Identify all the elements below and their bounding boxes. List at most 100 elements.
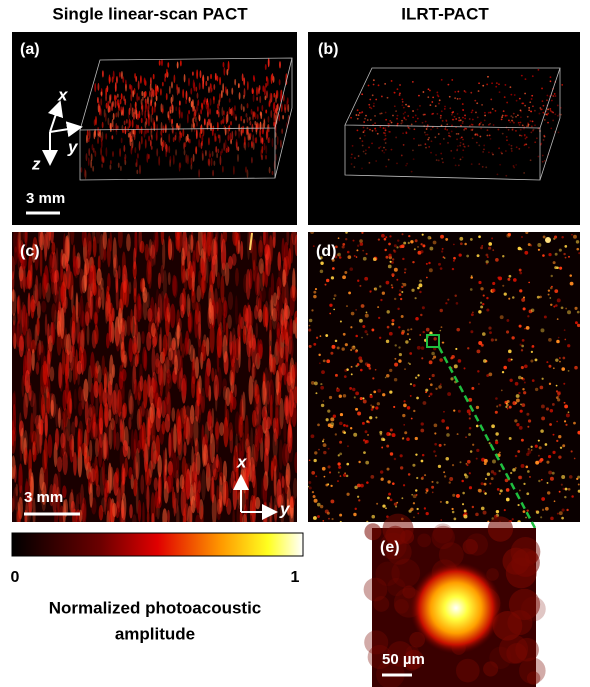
speckle <box>206 257 209 283</box>
speckle <box>511 148 513 150</box>
speckle <box>509 121 511 123</box>
speckle <box>328 423 332 427</box>
speckle <box>316 337 318 339</box>
speckle <box>262 381 267 406</box>
speckle <box>110 164 112 169</box>
speckle <box>373 84 375 86</box>
speckle <box>133 129 135 134</box>
speckle <box>115 467 119 483</box>
speckle <box>141 99 143 105</box>
speckle <box>320 383 322 385</box>
speckle <box>493 472 496 475</box>
speckle <box>462 492 465 495</box>
speckle <box>199 82 201 90</box>
speckle <box>547 482 549 484</box>
speckle <box>431 140 433 142</box>
speckle <box>213 84 215 90</box>
speckle <box>243 142 245 148</box>
speckle <box>440 153 442 155</box>
speckle <box>555 253 558 256</box>
speckle <box>565 488 568 491</box>
speckle <box>399 245 402 248</box>
speckle <box>460 242 463 245</box>
axis-label: x <box>236 452 248 471</box>
speckle <box>320 270 323 273</box>
speckle <box>336 388 340 392</box>
speckle <box>550 304 552 306</box>
speckle <box>527 116 529 118</box>
speckle <box>215 301 219 314</box>
speckle <box>387 310 390 313</box>
speckle <box>540 328 544 332</box>
speckle <box>430 247 434 251</box>
speckle <box>215 146 217 153</box>
speckle <box>554 93 556 95</box>
speckle <box>430 383 433 386</box>
speckle <box>413 138 415 140</box>
speckle <box>214 133 216 142</box>
speckle <box>559 267 562 270</box>
speckle <box>121 106 123 112</box>
speckle <box>181 247 185 265</box>
speckle <box>375 99 377 101</box>
speckle <box>424 507 426 509</box>
speckle <box>23 227 27 243</box>
speckle <box>524 364 528 368</box>
speckle <box>136 293 141 322</box>
speckle <box>202 80 204 90</box>
speckle <box>232 397 237 410</box>
speckle <box>422 244 425 247</box>
speckle <box>261 105 263 111</box>
speckle <box>234 105 236 111</box>
speckle <box>488 112 490 114</box>
speckle <box>89 483 92 508</box>
speckle <box>124 126 126 134</box>
speckle <box>107 101 109 108</box>
speckle <box>313 245 315 247</box>
speckle <box>223 252 226 271</box>
speckle <box>74 453 77 476</box>
speckle <box>375 416 377 418</box>
speckle <box>491 237 493 239</box>
speckle <box>132 139 134 148</box>
speckle <box>463 145 465 147</box>
speckle <box>264 501 268 529</box>
speckle <box>520 110 522 112</box>
speckle <box>410 240 413 243</box>
speckle <box>115 113 117 118</box>
speckle <box>192 117 194 123</box>
speckle <box>78 402 82 416</box>
speckle <box>538 156 540 158</box>
speckle <box>526 136 528 138</box>
speckle <box>373 79 375 81</box>
speckle <box>131 129 133 139</box>
speckle <box>262 271 265 287</box>
speckle <box>472 119 474 121</box>
speckle <box>487 521 489 523</box>
speckle <box>150 113 152 122</box>
speckle <box>179 162 181 168</box>
speckle <box>506 139 508 141</box>
speckle <box>488 247 491 250</box>
speckle <box>331 276 334 279</box>
speckle <box>379 431 382 434</box>
speckle <box>429 360 433 364</box>
speckle <box>102 70 104 77</box>
speckle <box>459 237 463 241</box>
speckle <box>121 466 125 497</box>
speckle <box>120 282 124 310</box>
speckle <box>103 249 106 261</box>
speckle <box>516 146 518 148</box>
speckle <box>167 510 170 524</box>
speckle <box>377 402 380 405</box>
speckle <box>223 116 225 124</box>
speckle <box>318 354 320 356</box>
speckle <box>497 173 499 175</box>
speckle <box>152 415 155 445</box>
speckle <box>550 409 553 412</box>
speckle <box>142 278 144 296</box>
speckle <box>391 273 394 276</box>
speckle <box>509 437 512 440</box>
speckle <box>526 509 528 511</box>
speckle <box>365 149 367 151</box>
